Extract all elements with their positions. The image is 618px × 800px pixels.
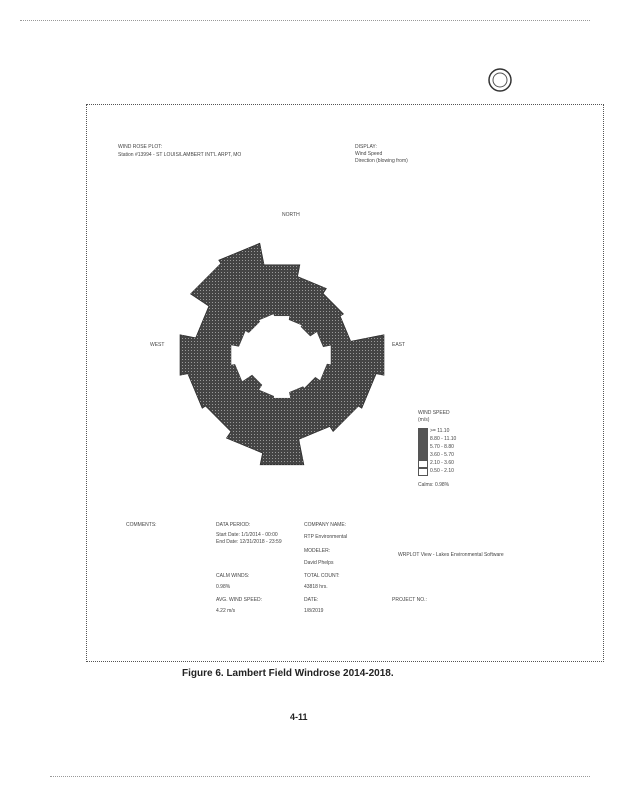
legend-swatch xyxy=(418,428,428,436)
legend-calms: Calms: 0.98% xyxy=(418,482,450,488)
legend-bin: 8.80 - 11.10 xyxy=(430,436,457,442)
legend-bin: 2.10 - 3.60 xyxy=(430,460,454,466)
legend-bin: 0.50 - 2.10 xyxy=(430,468,454,474)
data-period-label: DATA PERIOD: xyxy=(216,522,251,528)
calm-label: CALM WINDS: xyxy=(216,573,250,579)
modeler: David Phelps xyxy=(304,560,334,566)
legend-title: WIND SPEED xyxy=(418,410,450,416)
windrose-inner xyxy=(230,313,332,399)
display-direction: Direction (blowing from) xyxy=(355,158,408,164)
display-value: Wind Speed xyxy=(355,151,383,157)
caption: Figure 6. Lambert Field Windrose 2014-20… xyxy=(182,668,394,679)
calm: 0.98% xyxy=(216,584,231,590)
start-date: Start Date: 1/1/2014 - 00:00 xyxy=(216,532,278,538)
display-label: DISPLAY: xyxy=(355,144,377,150)
east-label: EAST xyxy=(392,342,406,348)
legend-swatch xyxy=(418,444,428,452)
header-rule xyxy=(20,20,590,21)
project-label: PROJECT NO.: xyxy=(392,597,427,603)
logo xyxy=(488,68,512,92)
legend-swatch xyxy=(418,452,428,460)
company-label: COMPANY NAME: xyxy=(304,522,347,528)
avg: 4.22 m/s xyxy=(216,608,236,614)
avg-label: AVG. WIND SPEED: xyxy=(216,597,263,603)
figure-frame xyxy=(86,104,604,662)
date-label: DATE: xyxy=(304,597,319,603)
comments-label: COMMENTS: xyxy=(126,522,157,528)
legend-swatch xyxy=(418,436,428,444)
modeler-label: MODELER: xyxy=(304,548,331,554)
station: Station #13994 - ST LOUIS/LAMBERT INT'L … xyxy=(118,152,242,158)
legend-bin: >= 11.10 xyxy=(430,428,450,434)
west-label: WEST xyxy=(150,342,165,348)
date: 1/8/2019 xyxy=(304,608,324,614)
legend-bin: 3.60 - 5.70 xyxy=(430,452,454,458)
legend-swatch xyxy=(418,460,428,468)
footer-rule xyxy=(50,776,590,777)
page-number: 4-11 xyxy=(290,712,308,722)
north-label: NORTH xyxy=(282,212,300,218)
legend-swatch xyxy=(418,468,428,476)
company: RTP Environmental xyxy=(304,534,348,540)
plot-title: WIND ROSE PLOT: xyxy=(118,144,163,150)
total-label: TOTAL COUNT: xyxy=(304,573,340,579)
windrose xyxy=(179,242,385,466)
legend-unit: (m/s) xyxy=(418,417,430,423)
end-date: End Date: 12/31/2018 - 23:59 xyxy=(216,539,282,545)
wrplot-note: WRPLOT View - Lakes Environmental Softwa… xyxy=(398,552,504,558)
total: 43818 hrs. xyxy=(304,584,328,590)
legend-bin: 5.70 - 8.80 xyxy=(430,444,454,450)
